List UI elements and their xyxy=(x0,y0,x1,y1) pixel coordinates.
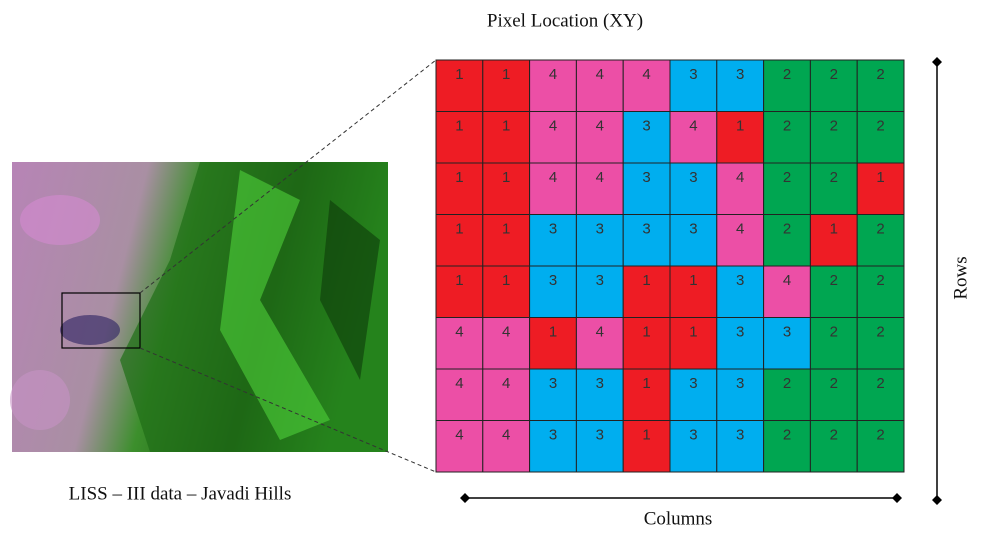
pixel-value: 4 xyxy=(642,66,650,83)
pixel-value: 3 xyxy=(689,220,697,237)
pixel-value: 2 xyxy=(876,426,884,443)
pixel-value: 3 xyxy=(689,375,697,392)
pixel-value: 2 xyxy=(783,426,791,443)
pixel-value: 2 xyxy=(830,323,838,340)
pixel-value: 3 xyxy=(689,66,697,83)
pixel-value: 3 xyxy=(736,323,744,340)
pixel-value: 4 xyxy=(455,375,463,392)
pixel-value: 2 xyxy=(830,169,838,186)
pixel-value: 1 xyxy=(689,272,697,289)
pixel-value: 3 xyxy=(549,375,557,392)
x-axis-label: Columns xyxy=(644,508,713,529)
pixel-value: 4 xyxy=(502,323,510,340)
pixel-value: 2 xyxy=(876,117,884,134)
pixel-value: 4 xyxy=(596,169,604,186)
pixel-value: 1 xyxy=(830,220,838,237)
pixel-value: 2 xyxy=(783,220,791,237)
pixel-value: 4 xyxy=(596,323,604,340)
pixel-value: 2 xyxy=(876,66,884,83)
pixel-value: 1 xyxy=(502,169,510,186)
page: Pixel Location (XY) LISS – III data – Ja… xyxy=(0,0,981,531)
pixel-value: 1 xyxy=(502,220,510,237)
pixel-value: 2 xyxy=(830,117,838,134)
pixel-value: 3 xyxy=(736,375,744,392)
pixel-value: 3 xyxy=(783,323,791,340)
pixel-value: 1 xyxy=(876,169,884,186)
pixel-value: 3 xyxy=(596,220,604,237)
pixel-value: 1 xyxy=(642,323,650,340)
pixel-value: 2 xyxy=(876,272,884,289)
pixel-value: 1 xyxy=(502,66,510,83)
pixel-value: 3 xyxy=(642,220,650,237)
image-caption: LISS – III data – Javadi Hills xyxy=(69,483,292,504)
pixel-value: 2 xyxy=(783,375,791,392)
pixel-value: 1 xyxy=(736,117,744,134)
pixel-value: 4 xyxy=(549,117,557,134)
pixel-value: 4 xyxy=(736,169,744,186)
pixel-value: 2 xyxy=(783,66,791,83)
pixel-value: 3 xyxy=(596,375,604,392)
pixel-value: 4 xyxy=(455,426,463,443)
columns-arrow xyxy=(460,493,902,503)
satellite-image xyxy=(10,162,388,452)
pixel-value: 1 xyxy=(689,323,697,340)
pixel-value: 4 xyxy=(549,169,557,186)
pixel-value: 4 xyxy=(549,66,557,83)
pixel-value: 3 xyxy=(596,272,604,289)
pixel-value: 4 xyxy=(502,426,510,443)
pixel-value: 3 xyxy=(642,117,650,134)
pixel-value: 3 xyxy=(596,426,604,443)
pixel-value: 1 xyxy=(455,117,463,134)
pixel-grid: 1 1 4 4 4 3 3 2 2 2 1 1 4 4 3 4 1 2 2 2 1 1 4 4 3 3 4 2 2 1 1 1 3 3 3 3 4 2 1 2… xyxy=(436,60,904,472)
pixel-value: 3 xyxy=(549,220,557,237)
pixel-value: 4 xyxy=(596,117,604,134)
pixel-value: 1 xyxy=(455,66,463,83)
pixel-value: 1 xyxy=(455,169,463,186)
pixel-value: 1 xyxy=(455,220,463,237)
y-axis-label: Rows xyxy=(950,256,971,299)
title: Pixel Location (XY) xyxy=(487,10,643,31)
pixel-value: 3 xyxy=(736,66,744,83)
pixel-value: 1 xyxy=(455,272,463,289)
pixel-value: 2 xyxy=(876,375,884,392)
pixel-value: 3 xyxy=(642,169,650,186)
pixel-value: 2 xyxy=(830,426,838,443)
pixel-value: 1 xyxy=(502,117,510,134)
pixel-value: 2 xyxy=(783,169,791,186)
pixel-value: 2 xyxy=(830,66,838,83)
pixel-value: 2 xyxy=(783,117,791,134)
pixel-value: 1 xyxy=(549,323,557,340)
pixel-value: 4 xyxy=(783,272,791,289)
pixel-value: 4 xyxy=(502,375,510,392)
pixel-value: 1 xyxy=(642,272,650,289)
pixel-value: 1 xyxy=(642,426,650,443)
pixel-value: 3 xyxy=(736,426,744,443)
pixel-value: 1 xyxy=(642,375,650,392)
pixel-value: 3 xyxy=(689,169,697,186)
pixel-value: 3 xyxy=(549,272,557,289)
pixel-value: 1 xyxy=(502,272,510,289)
pixel-value: 4 xyxy=(596,66,604,83)
pixel-value: 4 xyxy=(736,220,744,237)
pixel-value: 3 xyxy=(736,272,744,289)
pixel-value: 3 xyxy=(689,426,697,443)
pixel-value: 2 xyxy=(876,323,884,340)
pixel-value: 2 xyxy=(830,272,838,289)
pixel-value: 2 xyxy=(830,375,838,392)
pixel-value: 2 xyxy=(876,220,884,237)
pixel-value: 4 xyxy=(455,323,463,340)
rows-arrow xyxy=(932,57,942,505)
pixel-value: 4 xyxy=(689,117,697,134)
pixel-value: 3 xyxy=(549,426,557,443)
